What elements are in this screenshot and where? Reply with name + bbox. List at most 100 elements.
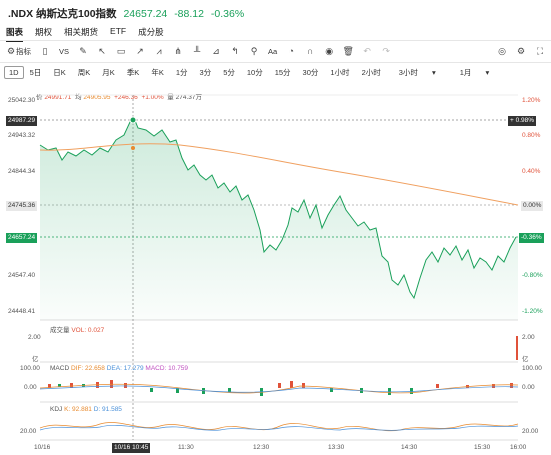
bar-pattern-icon[interactable]: ╨ [193,46,201,56]
price-change-pct: -0.36% [210,8,245,20]
ruler-icon[interactable]: ⊿ [212,45,220,56]
last-price: 24657.24 [123,8,168,20]
trash-icon[interactable]: 🗑 [342,45,354,56]
prev-close-tag: 24745.36 [6,201,38,211]
settings-icon[interactable]: ⚙ [516,45,526,56]
y-right-label: 1.20% [522,97,541,104]
period-15m[interactable]: 15分 [274,68,291,77]
period-1d[interactable]: 1D [4,66,24,79]
indicator-button[interactable]: ⚙指标 [6,45,31,56]
pitchfork-icon[interactable]: ⋔ [174,45,182,56]
compare-button[interactable]: VS [59,46,70,56]
line-tool-icon[interactable]: ↗ [136,45,144,56]
period-30m[interactable]: 30分 [302,68,319,77]
volume-panel-title: 成交量 VOL: 0.027 [50,327,105,334]
y-left-label: 24448.41 [8,308,36,315]
tab-components[interactable]: 成分股 [138,27,164,37]
macd-y-top-right: 100.00 [522,365,542,372]
time-label: 10/16 [34,444,51,451]
macd-y-mid: 0.00 [24,384,37,391]
last-price-tag: 24657.24 [6,233,38,243]
y-left-label: 24844.34 [8,168,36,175]
y-right-label: 0.80% [522,132,541,139]
fullscreen-icon[interactable]: ⛶ [536,45,544,56]
period-1mo[interactable]: 1月 ▾ [448,67,502,78]
volume-unit-right: 亿 [522,356,529,363]
kdj-panel-title: KDJ K: 92.881 D: 91.585 [50,406,122,413]
arrow-tool-icon[interactable]: ↰ [231,45,239,56]
camera-icon[interactable]: ◎ [498,45,506,56]
redo-icon[interactable]: ↷ [382,45,390,56]
volume-y-max-right: 2.00 [522,334,535,341]
eye-icon[interactable]: ◉ [325,45,334,56]
period-selector: 1D 5日 日K 周K 月K 季K 年K 1分 3分 5分 10分 15分 30… [4,66,501,79]
y-left-label: 24943.32 [8,132,36,139]
volume-y-max: 2.00 [28,334,41,341]
time-label: 12:30 [253,444,270,451]
period-5d[interactable]: 5日 [29,68,42,77]
kdj-y-label-right: 20.00 [522,428,539,435]
time-label: 16:00 [510,444,527,451]
candle-icon[interactable]: ▯ [42,45,48,56]
time-label: 15:30 [474,444,491,451]
period-2h[interactable]: 2小时 [361,68,381,77]
pen-icon[interactable]: ✎ [79,45,87,56]
price-change: -88.12 [174,8,204,20]
period-quarter[interactable]: 季K [126,68,140,77]
period-5m[interactable]: 5分 [223,68,235,77]
chevron-down-icon: ▾ [485,68,490,77]
tab-chart[interactable]: 图表 [6,26,24,42]
macd-y-mid-right: 0.00 [522,384,535,391]
prev-close-pct-tag: 0.00% [521,201,544,211]
y-left-label: 24547.40 [8,272,36,279]
index-name: 纳斯达克100指数 [36,8,117,20]
period-year[interactable]: 年K [151,68,164,77]
volume-unit: 亿 [32,356,39,363]
symbol: .NDX [8,8,34,20]
period-1h[interactable]: 1小时 [330,68,350,77]
macd-panel-title: MACD DIF: 22.658 DEA: 17.279 MACD: 10.75… [50,365,189,372]
fib-icon[interactable]: ⩘ [156,45,162,56]
top-tabs: 图表 期权 相关期货 ETF 成分股 [6,26,164,42]
brush-icon[interactable]: ⚲ [250,45,258,56]
drawing-toolbar: ⚙指标 ▯ VS ✎ ↖ ▭ ↗ ⩘ ⋔ ╨ ⊿ ↰ ⚲ Aa ◔ ∩ ◉ 🗑 … [6,44,545,58]
cursor-icon[interactable]: ↖ [98,45,106,56]
period-10m[interactable]: 10分 [246,68,263,77]
time-label: 13:30 [328,444,345,451]
stat-avg: 24905.95 [83,94,111,101]
period-day[interactable]: 日K [53,68,66,77]
crosshair-time-tag: 10/16 10:45 [112,443,151,453]
macd-y-top: 100.00 [20,365,40,372]
period-3h[interactable]: 3小时 ▾ [387,67,448,78]
y-right-label: -0.80% [522,272,543,279]
square-icon[interactable]: ▭ [116,45,126,56]
period-week[interactable]: 周K [77,68,91,77]
tab-etf[interactable]: ETF [110,26,127,36]
tab-futures[interactable]: 相关期货 [64,27,99,37]
magnet-icon[interactable]: ∩ [306,46,314,56]
stat-chg: +246.36 [114,94,138,101]
y-right-label: -1.20% [522,308,543,315]
macd-histogram [48,380,513,396]
crosshair-price-tag: 24987.29 [6,116,38,126]
stat-vol: 274.37万 [175,94,202,101]
y-right-label: 0.40% [522,168,541,175]
time-label: 11:30 [178,444,194,451]
gauge-icon[interactable]: ◔ [288,46,294,56]
divider [0,40,551,41]
period-1m[interactable]: 1分 [175,68,188,77]
text-tool-button[interactable]: Aa [268,46,278,56]
period-3m[interactable]: 3分 [199,68,212,77]
undo-icon[interactable]: ↶ [363,45,371,56]
plus-icon: + [510,117,514,124]
tab-options[interactable]: 期权 [35,27,53,37]
stat-price: 24991.71 [44,94,72,101]
stat-pct: +1.00% [141,94,164,101]
chevron-down-icon: ▾ [432,68,436,77]
y-left-label: 25042.30 [8,97,36,104]
period-month[interactable]: 月K [102,68,115,77]
crosshair-pct-tag: + 0.98% [508,116,537,126]
indicator-icon: ⚙ [6,45,16,56]
divider [0,62,551,63]
